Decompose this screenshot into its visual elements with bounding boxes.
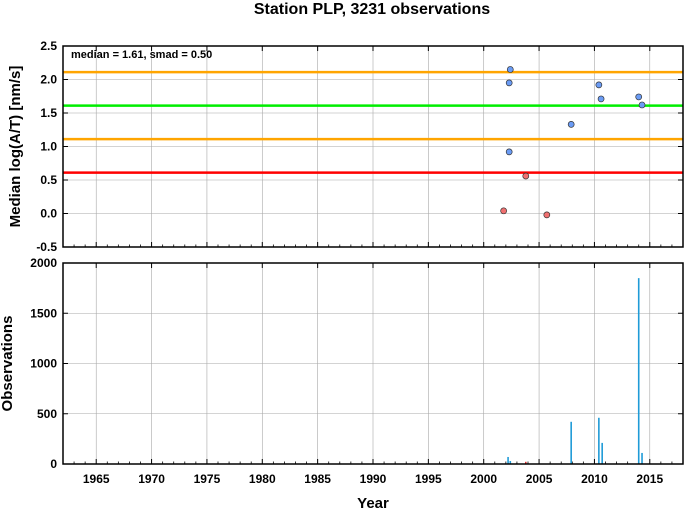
- scatter-point: [567, 121, 575, 128]
- x-tick-label: 1965: [83, 472, 110, 486]
- bottom-y-tick-label: 500: [37, 407, 57, 421]
- bottom-plot-frame: [62, 262, 684, 465]
- bottom-y-tick-label: 0: [50, 457, 57, 471]
- x-tick-label: 1990: [360, 472, 387, 486]
- chart-title: Station PLP, 3231 observations: [254, 1, 490, 18]
- scatter-point: [597, 95, 605, 103]
- scatter-point: [500, 207, 507, 215]
- scatter-point: [522, 172, 530, 180]
- top-y-tick-label: 0.5: [40, 173, 57, 187]
- bottom-bars: [507, 278, 643, 464]
- top-y-tick-label: 2.0: [40, 73, 57, 87]
- bottom-grid: [63, 262, 683, 465]
- scatter-point: [506, 66, 514, 73]
- top-plot-frame: [62, 45, 684, 248]
- stats-annotation: median = 1.61, smad = 0.50: [71, 49, 212, 61]
- bottom-y-tick-label: 2000: [30, 256, 57, 270]
- scatter-point: [595, 81, 603, 89]
- top-y-tick-label: 2.5: [40, 39, 57, 53]
- top-panel: -0.5 0.0 0.5 1.0 1.5 2.0 2.5 median = 1.61, sm…: [7, 39, 684, 254]
- x-tick-label: 2005: [526, 472, 553, 486]
- top-reference-lines: [63, 70, 683, 174]
- bottom-x-ticks: 1965 1970 1975 1980 1985 1990 1995 2000 2005 2010…: [83, 472, 664, 486]
- top-y-tick-label: 0.0: [40, 207, 57, 221]
- x-tick-label: 1970: [138, 472, 165, 486]
- x-tick-label: 1995: [415, 472, 442, 486]
- bottom-y-tick-label: 1000: [30, 357, 57, 371]
- top-y-ticks: -0.5 0.0 0.5 1.0 1.5 2.0 2.5: [36, 39, 57, 254]
- bottom-y-ticks: 0 500 1000 1500 2000: [30, 256, 57, 471]
- x-tick-label: 2015: [636, 472, 663, 486]
- scatter-point: [638, 101, 646, 109]
- scatter-point: [505, 79, 513, 87]
- top-grid: [63, 45, 683, 248]
- bottom-y-tick-label: 1500: [30, 306, 57, 320]
- x-tick-label: 2000: [470, 472, 497, 486]
- x-axis-label: Year: [357, 495, 389, 511]
- top-y-tick-label: 1.5: [40, 106, 57, 120]
- top-y-axis-label: Median log(A/T) [nm/s]: [7, 66, 24, 228]
- top-y-tick-label: -0.5: [36, 240, 57, 254]
- top-y-tick-label: 1.0: [40, 140, 57, 154]
- x-tick-label: 1980: [249, 472, 276, 486]
- bottom-y-axis-label: Observations: [0, 316, 16, 412]
- x-tick-label: 1985: [304, 472, 331, 486]
- scatter-point: [635, 93, 643, 101]
- x-tick-label: 2010: [581, 472, 608, 486]
- top-scatter-points: [500, 66, 646, 219]
- bottom-panel: 0 500 1000 1500 2000 1965 1970 1975 1980 1985 199…: [0, 256, 684, 511]
- scatter-point: [505, 148, 513, 156]
- x-tick-label: 1975: [194, 472, 221, 486]
- scatter-point: [543, 211, 551, 219]
